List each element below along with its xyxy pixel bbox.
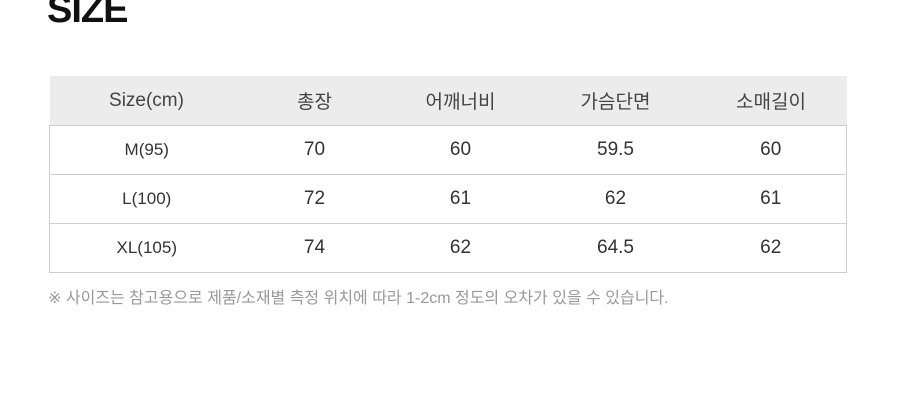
table-row: L(100) 72 61 62 61 xyxy=(49,174,847,224)
table-row: M(95) 70 60 59.5 60 xyxy=(49,125,847,175)
measurement-cell: 72 xyxy=(243,174,386,224)
measurement-cell: 61 xyxy=(385,174,536,224)
size-note: ※ 사이즈는 참고용으로 제품/소재별 측정 위치에 따라 1-2cm 정도의 … xyxy=(48,290,669,307)
size-label: M(95) xyxy=(49,125,244,175)
measurement-cell: 62 xyxy=(385,223,536,273)
measurement-cell: 60 xyxy=(695,125,847,175)
page-title: SIZE xyxy=(47,0,128,31)
column-header: 소매길이 xyxy=(695,76,847,126)
table-body: M(95) 70 60 59.5 60 L(100) 72 61 62 61 XL(105) 74 62… xyxy=(49,125,847,273)
table-header: Size(cm) 총장 어깨너비 가슴단면 소매길이 xyxy=(49,76,847,126)
measurement-cell: 64.5 xyxy=(535,223,696,273)
size-label: L(100) xyxy=(49,174,244,224)
measurement-cell: 70 xyxy=(243,125,386,175)
measurement-cell: 61 xyxy=(695,174,847,224)
measurement-cell: 74 xyxy=(243,223,386,273)
column-header: 총장 xyxy=(243,76,386,126)
column-header: 어깨너비 xyxy=(385,76,536,126)
column-header: Size(cm) xyxy=(49,76,244,126)
measurement-cell: 62 xyxy=(695,223,847,273)
header-row: Size(cm) 총장 어깨너비 가슴단면 소매길이 xyxy=(49,76,847,126)
table-row: XL(105) 74 62 64.5 62 xyxy=(49,223,847,273)
size-table: Size(cm) 총장 어깨너비 가슴단면 소매길이 M(95) 70 60 59.5 60 L(… xyxy=(49,76,847,273)
measurement-cell: 62 xyxy=(535,174,696,224)
measurement-cell: 59.5 xyxy=(535,125,696,175)
size-label: XL(105) xyxy=(49,223,244,273)
column-header: 가슴단면 xyxy=(535,76,696,126)
measurement-cell: 60 xyxy=(385,125,536,175)
